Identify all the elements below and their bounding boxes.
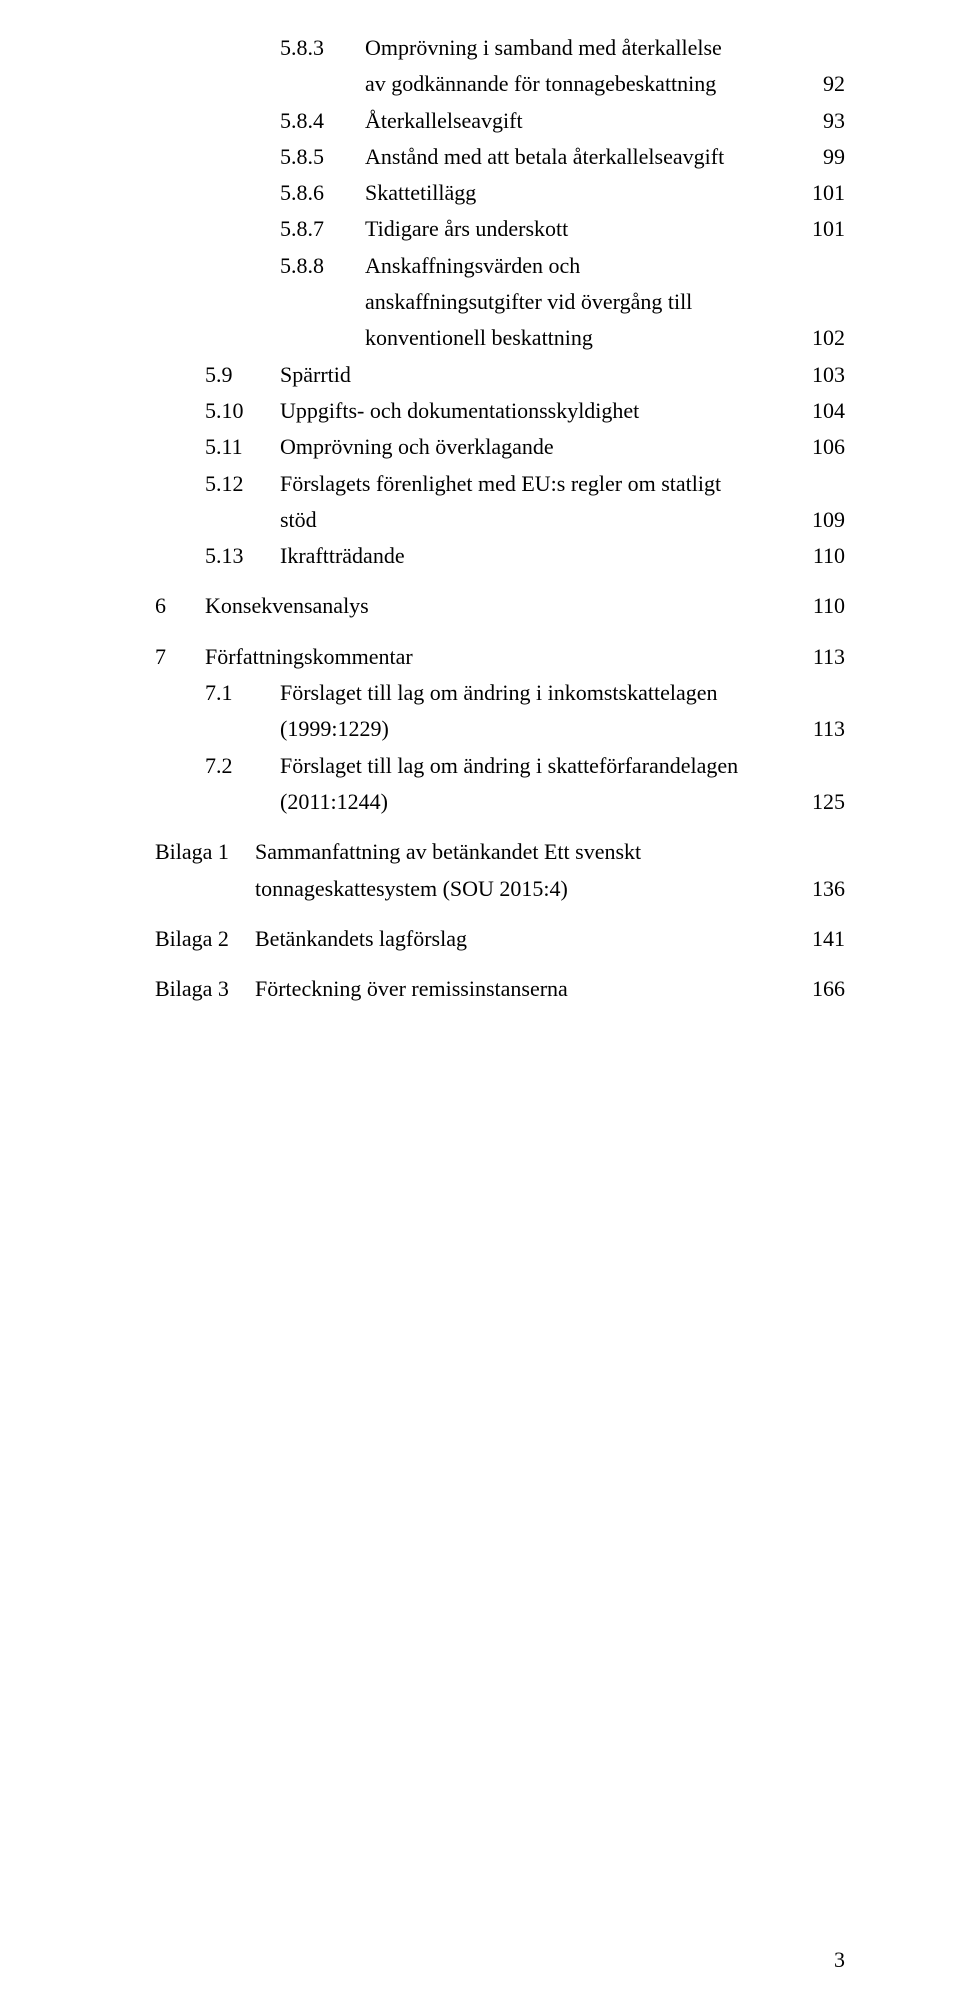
toc-row: tonnageskattesystem (SOU 2015:4) 136 <box>155 871 845 907</box>
toc-page: 125 <box>806 784 845 820</box>
toc-row: 5.8.7Tidigare års underskott 101 <box>155 211 845 247</box>
toc-title: (1999:1229) <box>280 711 389 747</box>
toc-page: 136 <box>806 871 845 907</box>
toc-number: Bilaga 2 <box>155 921 255 957</box>
toc-number: 5.8.5 <box>280 139 365 175</box>
toc-title: Förslaget till lag om ändring i inkomsts… <box>280 675 718 711</box>
toc-title: Skattetillägg <box>365 175 476 211</box>
toc-title: Spärrtid <box>280 357 351 393</box>
toc-row: 5.12Förslagets förenlighet med EU:s regl… <box>155 466 845 502</box>
toc-title: Förslaget till lag om ändring i skattefö… <box>280 748 738 784</box>
toc-row: konventionell beskattning 102 <box>155 320 845 356</box>
toc-page: 141 <box>806 921 845 957</box>
toc-page: 103 <box>806 357 845 393</box>
toc-page: 92 <box>817 66 845 102</box>
toc-title: anskaffningsutgifter vid övergång till <box>365 284 692 320</box>
toc-title: Ikraftträdande <box>280 538 405 574</box>
toc-title: Uppgifts- och dokumentationsskyldighet <box>280 393 639 429</box>
toc-title: Återkallelseavgift <box>365 103 523 139</box>
toc-page: 106 <box>806 429 845 465</box>
toc-row: 5.13Ikraftträdande 110 <box>155 538 845 574</box>
toc-title: Omprövning i samband med återkallelse <box>365 30 722 66</box>
toc-title: Anstånd med att betala återkallelseavgif… <box>365 139 724 175</box>
toc-number: 5.8.3 <box>280 30 365 66</box>
toc-title: Förslagets förenlighet med EU:s regler o… <box>280 466 721 502</box>
toc-row: 6Konsekvensanalys 110 <box>155 588 845 624</box>
toc-row: Bilaga 3Förteckning över remissinstanser… <box>155 971 845 1007</box>
toc-page: 104 <box>806 393 845 429</box>
toc-number: 6 <box>155 588 205 624</box>
table-of-contents: 5.8.3Omprövning i samband med återkallel… <box>155 30 845 1007</box>
toc-title: konventionell beskattning <box>365 320 593 356</box>
toc-title: Omprövning och överklagande <box>280 429 554 465</box>
toc-title: stöd <box>280 502 317 538</box>
toc-title: Betänkandets lagförslag <box>255 921 467 957</box>
toc-page: 109 <box>806 502 845 538</box>
toc-page: 110 <box>807 588 845 624</box>
toc-number: 5.8.6 <box>280 175 365 211</box>
toc-row: stöd 109 <box>155 502 845 538</box>
toc-page: 93 <box>817 103 845 139</box>
toc-row: anskaffningsutgifter vid övergång till <box>155 284 845 320</box>
toc-page: 101 <box>806 211 845 247</box>
toc-row: Bilaga 2Betänkandets lagförslag 141 <box>155 921 845 957</box>
toc-row: av godkännande för tonnagebeskattning 92 <box>155 66 845 102</box>
toc-title: av godkännande för tonnagebeskattning <box>365 66 716 102</box>
toc-row: 5.9Spärrtid 103 <box>155 357 845 393</box>
toc-number: Bilaga 1 <box>155 834 255 870</box>
toc-title: Anskaffningsvärden och <box>365 248 580 284</box>
toc-title: tonnageskattesystem (SOU 2015:4) <box>255 871 568 907</box>
toc-title: (2011:1244) <box>280 784 388 820</box>
toc-number: 7.1 <box>205 675 280 711</box>
toc-page: 102 <box>806 320 845 356</box>
toc-number: 7.2 <box>205 748 280 784</box>
toc-row: (2011:1244) 125 <box>155 784 845 820</box>
page: 5.8.3Omprövning i samband med återkallel… <box>0 0 960 2013</box>
toc-number: 5.8.7 <box>280 211 365 247</box>
toc-page: 113 <box>807 711 845 747</box>
toc-number: 5.12 <box>205 466 280 502</box>
toc-row: Bilaga 1Sammanfattning av betänkandet Et… <box>155 834 845 870</box>
toc-number: 5.11 <box>205 429 280 465</box>
toc-row: 5.8.4Återkallelseavgift 93 <box>155 103 845 139</box>
toc-title: Konsekvensanalys <box>205 588 369 624</box>
toc-number: 5.9 <box>205 357 280 393</box>
toc-row: (1999:1229) 113 <box>155 711 845 747</box>
toc-row: 7.1Förslaget till lag om ändring i inkom… <box>155 675 845 711</box>
toc-title: Tidigare års underskott <box>365 211 568 247</box>
toc-number: 5.8.4 <box>280 103 365 139</box>
toc-row: 5.8.6Skattetillägg 101 <box>155 175 845 211</box>
toc-number: 5.8.8 <box>280 248 365 284</box>
toc-number: Bilaga 3 <box>155 971 255 1007</box>
toc-number: 5.10 <box>205 393 280 429</box>
toc-row: 5.8.3Omprövning i samband med återkallel… <box>155 30 845 66</box>
toc-title: Förteckning över remissinstanserna <box>255 971 568 1007</box>
toc-row: 7Författningskommentar 113 <box>155 639 845 675</box>
toc-row: 5.10Uppgifts- och dokumentationsskyldigh… <box>155 393 845 429</box>
toc-page: 166 <box>806 971 845 1007</box>
toc-page: 110 <box>807 538 845 574</box>
toc-page: 101 <box>806 175 845 211</box>
toc-row: 5.8.8Anskaffningsvärden och <box>155 248 845 284</box>
page-number: 3 <box>155 1947 845 1973</box>
toc-row: 7.2Förslaget till lag om ändring i skatt… <box>155 748 845 784</box>
toc-title: Författningskommentar <box>205 639 413 675</box>
toc-row: 5.11Omprövning och överklagande 106 <box>155 429 845 465</box>
toc-title: Sammanfattning av betänkandet Ett svensk… <box>255 834 641 870</box>
toc-row: 5.8.5Anstånd med att betala återkallelse… <box>155 139 845 175</box>
toc-page: 113 <box>807 639 845 675</box>
toc-number: 5.13 <box>205 538 280 574</box>
toc-page: 99 <box>817 139 845 175</box>
toc-number: 7 <box>155 639 205 675</box>
